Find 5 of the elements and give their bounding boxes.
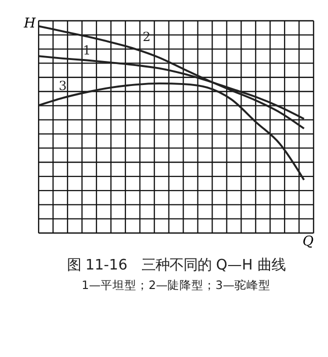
text: 图 11-16 三种不同的 Q—H 曲线 xyxy=(66,258,286,274)
text: 1—平坦型；2—陡降型；3—驼峰型 xyxy=(82,278,270,292)
x-axis-title: Q xyxy=(302,234,314,250)
y-axis-title: H xyxy=(22,16,36,32)
series-label: 3 xyxy=(58,78,67,94)
